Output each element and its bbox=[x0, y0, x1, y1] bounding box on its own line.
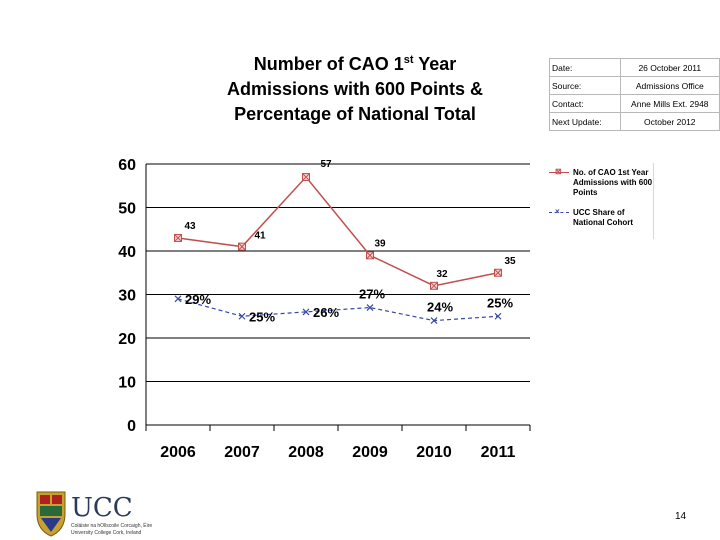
legend-label: No. of CAO 1st Year Admissions with 600 … bbox=[573, 168, 653, 197]
y-tick-label: 50 bbox=[118, 201, 136, 218]
y-tick-label: 40 bbox=[118, 244, 136, 261]
x-tick-label: 2007 bbox=[224, 444, 260, 461]
x-tick-label: 2010 bbox=[416, 444, 452, 461]
data-label-ucc-share: 25% bbox=[487, 295, 513, 310]
data-label-admissions: 43 bbox=[184, 221, 196, 232]
crest-icon bbox=[36, 491, 66, 537]
data-point-ucc-share bbox=[494, 312, 502, 320]
logo-line-english: University College Cork, Ireland bbox=[71, 530, 142, 536]
legend-line-ucc-share bbox=[549, 212, 569, 213]
info-table: Date: 26 October 2011 Source: Admissions O… bbox=[549, 58, 720, 131]
data-label-admissions: 35 bbox=[504, 256, 516, 267]
x-tick-label: 2006 bbox=[160, 444, 196, 461]
series-line-ucc-share bbox=[177, 298, 499, 322]
data-label-admissions: 57 bbox=[320, 159, 332, 170]
data-label-ucc-share: 25% bbox=[249, 309, 275, 324]
data-point-admissions-cross bbox=[174, 234, 182, 242]
x-tick-label: 2008 bbox=[288, 444, 324, 461]
data-label-ucc-share: 24% bbox=[427, 300, 453, 315]
info-row-source: Source: Admissions Office bbox=[549, 76, 720, 95]
data-point-admissions-cross bbox=[302, 173, 310, 181]
legend-label: UCC Share of National Cohort bbox=[573, 208, 633, 227]
y-tick-label: 30 bbox=[118, 288, 136, 305]
data-point-ucc-share bbox=[174, 295, 182, 303]
y-tick-label: 10 bbox=[118, 375, 136, 392]
page-number: 14 bbox=[675, 511, 687, 522]
data-label-ucc-share: 27% bbox=[359, 287, 385, 302]
y-tick-label: 60 bbox=[118, 157, 136, 174]
x-tick-label: 2009 bbox=[352, 444, 388, 461]
data-label-admissions: 32 bbox=[436, 269, 448, 280]
square-x-marker-icon: ⊠ bbox=[555, 167, 562, 176]
data-point-ucc-share bbox=[430, 317, 438, 325]
data-label-admissions: 41 bbox=[254, 231, 266, 242]
data-point-ucc-share bbox=[366, 304, 374, 311]
data-label-ucc-share: 26% bbox=[313, 305, 339, 320]
x-tick-label: 2011 bbox=[481, 444, 516, 461]
chart-legend: ⊠ No. of CAO 1st Year Admissions with 60… bbox=[543, 163, 654, 239]
data-point-admissions-cross bbox=[366, 251, 374, 259]
data-label-ucc-share: 29% bbox=[185, 292, 211, 307]
data-point-ucc-share bbox=[302, 308, 310, 316]
logo-line-irish: Coláiste na hOllscoile Corcaigh, Éire bbox=[71, 522, 152, 529]
info-row-next-update: Next Update: October 2012 bbox=[549, 112, 720, 131]
y-tick-label: 0 bbox=[127, 418, 136, 435]
ucc-logo: UCC Coláiste na hOllscoile Corcaigh, Éir… bbox=[36, 491, 152, 537]
info-value: October 2012 bbox=[619, 112, 720, 131]
legend-line-admissions bbox=[549, 172, 569, 173]
series-line-admissions bbox=[177, 175, 499, 287]
ucc-wordmark: UCC bbox=[71, 493, 133, 523]
data-point-admissions-cross bbox=[430, 282, 438, 290]
chart-title: Number of CAO 1st Year Admissions with 6… bbox=[226, 54, 484, 124]
data-point-admissions-cross bbox=[238, 243, 246, 251]
y-tick-label: 20 bbox=[118, 331, 136, 348]
x-marker-icon: × bbox=[555, 207, 560, 216]
data-point-admissions-cross bbox=[494, 269, 502, 277]
data-point-ucc-share bbox=[238, 312, 246, 320]
data-label-admissions: 39 bbox=[374, 238, 386, 249]
